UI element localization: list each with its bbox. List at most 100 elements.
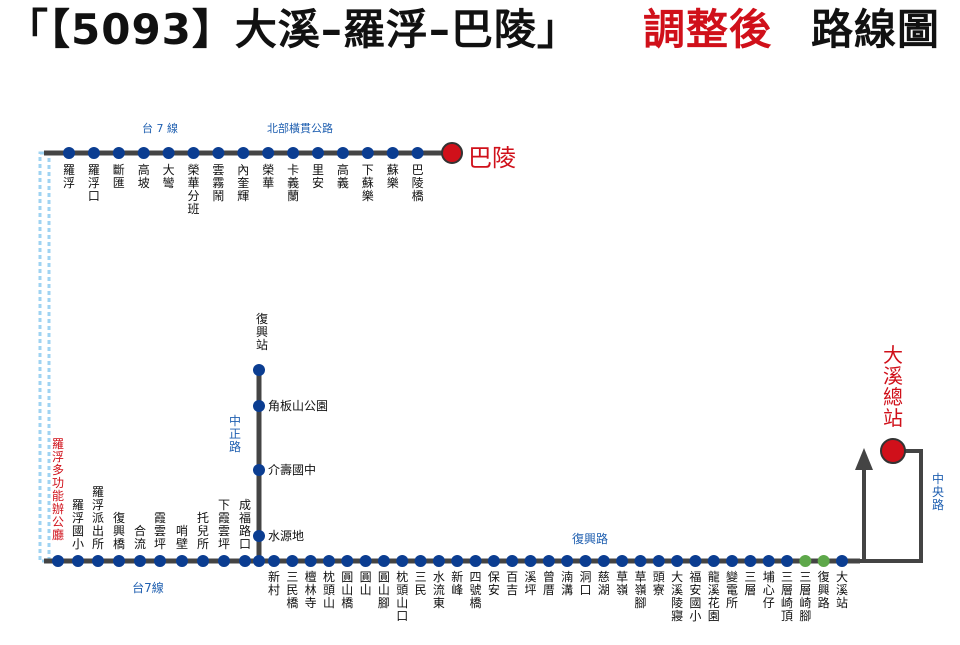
road-north-cross: 北部橫貫公路: [267, 121, 333, 135]
stop-dot: [197, 555, 209, 567]
terminal-baling: 巴陵: [468, 144, 516, 172]
terminal-daxi: 大溪總站: [883, 343, 903, 430]
stop-dot: [253, 400, 265, 412]
stop-dot: [361, 147, 374, 159]
stop-dot: [72, 555, 84, 567]
stop-dot: [781, 555, 794, 567]
stop-dot: [253, 364, 265, 376]
terminal-daxi-dot: [880, 438, 906, 464]
stop-dot: [312, 147, 324, 159]
stop-dot: [487, 555, 500, 567]
stop-dot: [411, 147, 424, 159]
stop-dot: [817, 555, 830, 567]
stop-dot: [396, 555, 409, 567]
stop-label: 洞口: [579, 570, 591, 597]
stop-dot: [341, 555, 354, 567]
terminal-luofu-office: 羅浮多功能辦公廳: [52, 437, 64, 542]
stop-dot: [63, 147, 75, 159]
stop-label: 大溪陵寢: [671, 570, 683, 623]
stop-dot: [689, 555, 702, 567]
stop-dot: [432, 555, 445, 567]
stop-label: 變電所: [726, 569, 738, 610]
stop-dot: [762, 555, 775, 567]
stop-label: 圓山橋: [341, 570, 353, 610]
stop-label: 羅浮派出所: [92, 485, 104, 551]
stop-label: 巴陵橋: [412, 163, 424, 203]
stop-dot: [597, 555, 610, 567]
stop-label: 角板山公園: [268, 399, 328, 413]
stop-dot: [218, 555, 230, 567]
stop-label: 三民: [415, 570, 427, 597]
stop-dot: [287, 147, 300, 159]
stop-dot: [262, 147, 275, 159]
stop-label: 羅浮: [63, 163, 75, 190]
stop-label: 頭寮: [653, 570, 665, 597]
stop-label: 福安國小: [689, 569, 701, 623]
stop-label: 檀林寺: [305, 569, 317, 610]
title-route: 「【5093】大溪–羅浮–巴陵」: [6, 5, 580, 54]
stop-label: 新峰: [451, 569, 463, 597]
title-bar: 「【5093】大溪–羅浮–巴陵」 調整後 路線圖: [0, 0, 960, 60]
stop-label: 慈湖: [598, 569, 610, 597]
stop-dot: [386, 147, 399, 159]
stop-label: 復興站: [256, 311, 268, 352]
stop-label: 復興路: [818, 569, 830, 610]
stop-label: 草嶺: [616, 570, 628, 597]
stop-label: 卡義蘭: [287, 163, 299, 203]
stop-label: 里安: [312, 163, 324, 190]
stop-dot: [92, 555, 104, 567]
stop-label: 羅浮國小: [72, 498, 84, 551]
stop-label: 圓山: [360, 570, 372, 597]
stop-dot: [671, 555, 684, 567]
stop-label: 龍溪花園: [708, 569, 720, 623]
stop-dot: [799, 555, 812, 567]
stop-dot: [707, 555, 720, 567]
stop-dot: [634, 555, 647, 567]
stop-label: 埔心仔: [763, 570, 775, 610]
stop-dot: [359, 555, 372, 567]
stop-dot: [322, 555, 335, 567]
stop-label: 高義: [337, 162, 349, 190]
stop-label: 水流東: [433, 570, 445, 610]
stop-label: 三層: [744, 570, 756, 597]
stop-dot: [253, 464, 265, 476]
stop-label: 新村: [268, 569, 280, 597]
stop-label: 哨壁: [176, 523, 188, 551]
stop-label: 下蘇樂: [362, 163, 374, 203]
road-fuxing: 復興路: [572, 531, 608, 546]
stop-label: 草嶺腳: [634, 570, 646, 610]
stop-dot: [726, 555, 739, 567]
stop-label: 雲霧鬧: [212, 163, 224, 203]
stop-label: 大彎: [163, 163, 175, 190]
stop-dot: [134, 555, 146, 567]
stop-label: 圓山腳: [378, 570, 390, 610]
stop-dot: [162, 147, 175, 159]
stop-label: 成福路口: [239, 498, 251, 551]
stop-label: 榮華: [262, 163, 274, 190]
title-adjusted: 調整後: [643, 5, 773, 54]
stop-dot: [112, 147, 125, 159]
stop-dot: [176, 555, 188, 567]
stop-label: 蘇樂: [387, 163, 399, 190]
stop-label: 斷匯: [113, 163, 125, 190]
stop-dot: [286, 555, 299, 567]
stop-dot: [52, 555, 64, 567]
stop-dot: [616, 555, 629, 567]
stop-dot: [469, 555, 482, 567]
stop-label: 大溪站: [836, 570, 848, 610]
stop-dot: [336, 147, 349, 159]
stop-dot: [561, 555, 574, 567]
stop-dot: [579, 555, 592, 567]
stop-dot: [506, 555, 519, 567]
terminal-baling-dot: [441, 142, 463, 164]
stop-dot: [304, 555, 317, 567]
stop-dot: [113, 555, 125, 567]
stop-label: 湳溝: [561, 569, 573, 597]
stop-label: 托兒所: [197, 511, 209, 551]
stop-dot: [87, 147, 100, 159]
stop-dot: [253, 555, 265, 567]
stop-dot: [542, 555, 555, 567]
stop-label: 合流: [134, 523, 146, 551]
stop-label: 保安: [488, 570, 500, 597]
road-tai7-top: 台 7 線: [142, 121, 178, 135]
